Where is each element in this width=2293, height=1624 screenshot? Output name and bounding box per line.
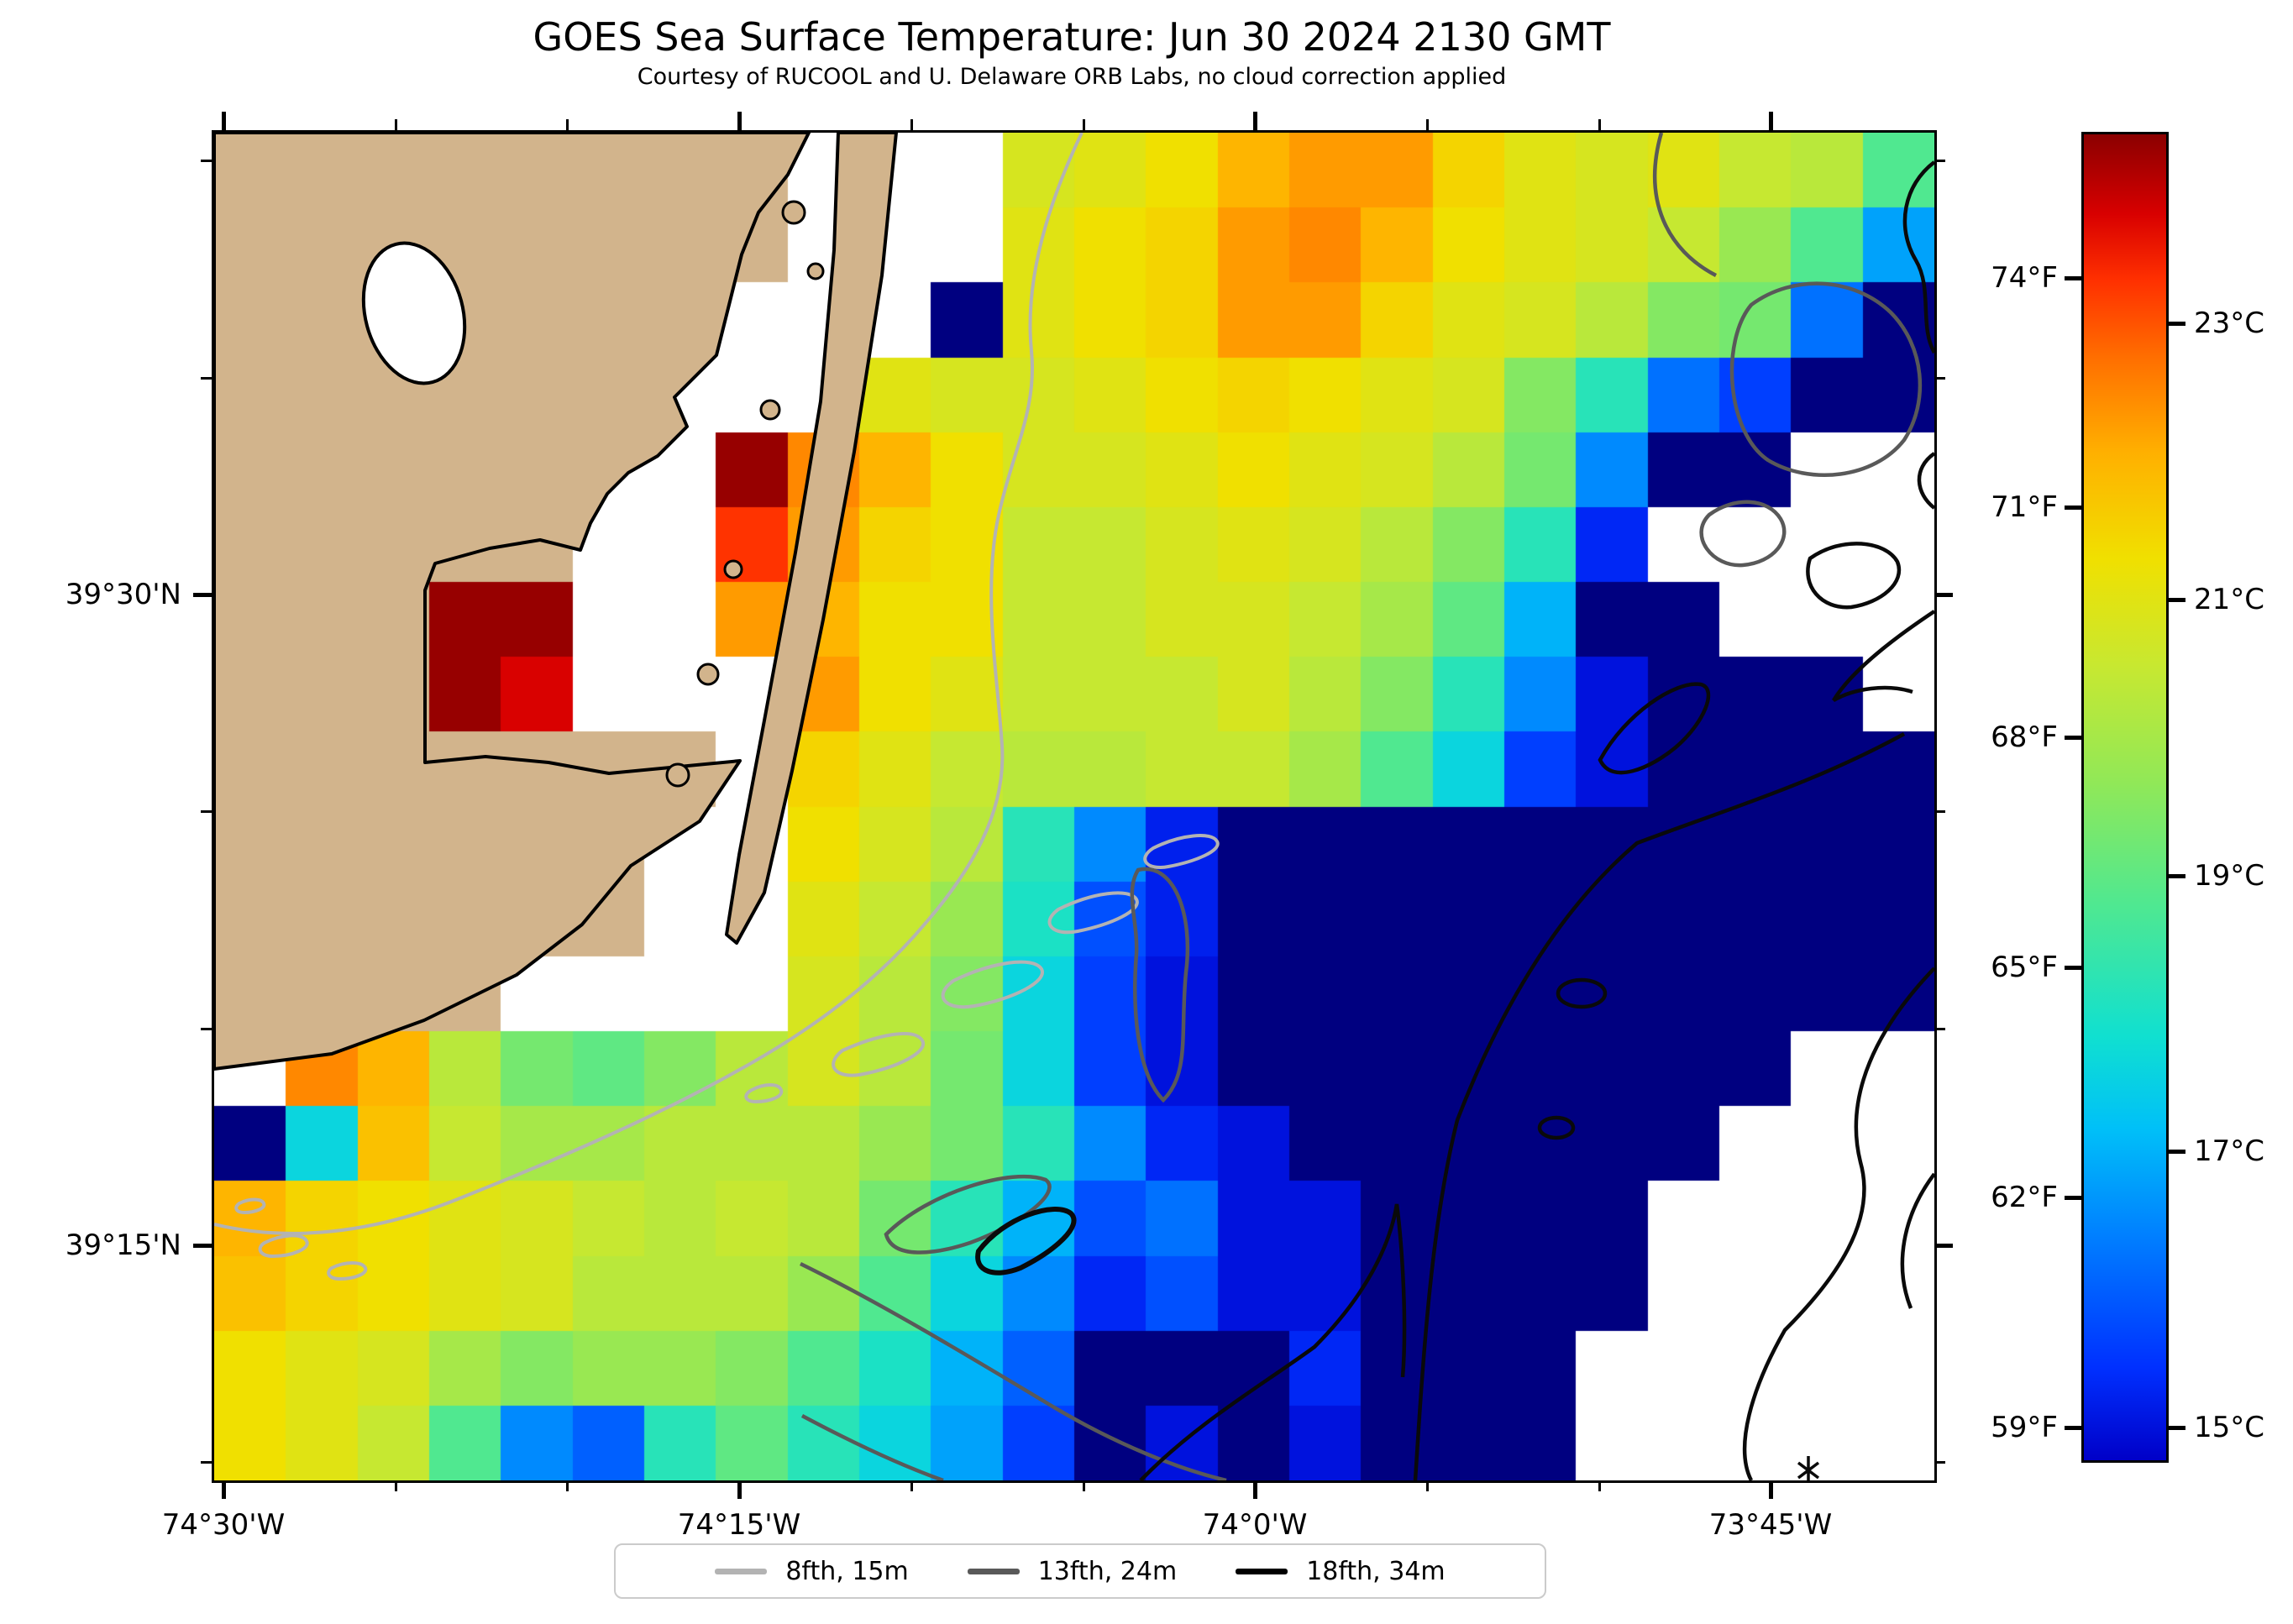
legend-label-24m: 13fth, 24m — [1037, 1556, 1178, 1586]
colorbar — [2081, 132, 2169, 1463]
lon-major-tick — [1768, 112, 1773, 130]
lat-minor-tick — [201, 1027, 212, 1030]
page-title: GOES Sea Surface Temperature: Jun 30 202… — [533, 14, 1611, 60]
bay-islets — [665, 200, 825, 788]
page-subtitle: Courtesy of RUCOOL and U. Delaware ORB L… — [637, 64, 1507, 90]
cbar-f-tick — [2065, 1195, 2081, 1200]
isobath-15m — [214, 133, 1220, 1281]
lon-tick-label: 74°30'W — [161, 1508, 286, 1542]
lon-tick-label: 73°45'W — [1708, 1508, 1833, 1542]
lat-major-tick — [193, 1243, 212, 1248]
cbar-c-tick — [2169, 1425, 2185, 1430]
legend-label-15m: 8fth, 15m — [785, 1556, 909, 1586]
depth-legend: 8fth, 15m 13fth, 24m 18fth, 34m — [614, 1543, 1546, 1599]
cbar-f-label: 59°F — [1991, 1411, 2058, 1444]
islet-marker — [1797, 1456, 1820, 1480]
cbar-f-label: 74°F — [1991, 261, 2058, 295]
lon-major-tick — [737, 112, 742, 130]
lat-minor-tick — [1934, 159, 1945, 162]
lon-major-tick — [737, 1480, 742, 1499]
legend-item-34m: 18fth, 34m — [1236, 1556, 1446, 1586]
lon-minor-tick — [1425, 119, 1429, 130]
cbar-f-tick — [2065, 735, 2081, 740]
barrier-island — [725, 133, 898, 945]
map-overlay — [214, 133, 1934, 1480]
lon-minor-tick — [565, 1480, 569, 1491]
lon-minor-tick — [565, 119, 569, 130]
mainland-landmass — [214, 133, 811, 1071]
legend-item-24m: 13fth, 24m — [967, 1556, 1178, 1586]
lon-major-tick — [1768, 1480, 1773, 1499]
inland-bay — [361, 241, 467, 385]
legend-item-15m: 8fth, 15m — [715, 1556, 909, 1586]
lat-minor-tick — [1934, 376, 1945, 380]
lat-major-tick — [1934, 592, 1953, 597]
lat-minor-tick — [201, 159, 212, 162]
cbar-c-label: 21°C — [2194, 583, 2265, 616]
legend-line-15m — [715, 1568, 768, 1574]
cbar-c-label: 19°C — [2194, 859, 2265, 893]
legend-line-24m — [967, 1568, 1020, 1574]
lat-minor-tick — [201, 809, 212, 813]
cbar-f-tick — [2065, 965, 2081, 970]
lon-tick-label: 74°0'W — [1202, 1508, 1308, 1542]
lon-minor-tick — [910, 119, 913, 130]
lon-minor-tick — [1598, 119, 1601, 130]
lon-major-tick — [221, 1480, 226, 1499]
cbar-c-tick — [2169, 597, 2185, 602]
lon-major-tick — [1252, 1480, 1257, 1499]
legend-label-34m: 18fth, 34m — [1306, 1556, 1446, 1586]
cbar-c-tick — [2169, 1149, 2185, 1154]
cbar-c-tick — [2169, 321, 2185, 326]
cbar-f-label: 65°F — [1991, 951, 2058, 984]
cbar-c-label: 17°C — [2194, 1134, 2265, 1168]
lat-tick-label: 39°30'N — [65, 578, 181, 611]
cbar-f-tick — [2065, 275, 2081, 280]
isobath-24m — [800, 133, 1923, 1480]
lon-major-tick — [1252, 112, 1257, 130]
cbar-f-label: 62°F — [1991, 1181, 2058, 1214]
isobath-34m — [975, 160, 1934, 1480]
cbar-f-label: 68°F — [1991, 720, 2058, 754]
lat-tick-label: 39°15'N — [65, 1228, 181, 1262]
map-plot — [212, 130, 1937, 1483]
cbar-f-label: 71°F — [1991, 490, 2058, 524]
lon-minor-tick — [394, 119, 397, 130]
lat-minor-tick — [1934, 1027, 1945, 1030]
cbar-c-tick — [2169, 873, 2185, 878]
cbar-c-label: 15°C — [2194, 1411, 2265, 1444]
lon-minor-tick — [1082, 1480, 1085, 1491]
lon-minor-tick — [1082, 119, 1085, 130]
legend-line-34m — [1236, 1568, 1288, 1574]
cbar-f-tick — [2065, 1425, 2081, 1430]
lat-minor-tick — [201, 1460, 212, 1464]
lat-minor-tick — [1934, 1460, 1945, 1464]
lon-minor-tick — [910, 1480, 913, 1491]
cbar-f-tick — [2065, 505, 2081, 510]
lat-minor-tick — [1934, 809, 1945, 813]
lat-major-tick — [193, 592, 212, 597]
lon-minor-tick — [394, 1480, 397, 1491]
cbar-c-label: 23°C — [2194, 306, 2265, 340]
lat-minor-tick — [201, 376, 212, 380]
lon-minor-tick — [1425, 1480, 1429, 1491]
lat-major-tick — [1934, 1243, 1953, 1248]
lon-tick-label: 74°15'W — [677, 1508, 801, 1542]
lon-major-tick — [221, 112, 226, 130]
lon-minor-tick — [1598, 1480, 1601, 1491]
